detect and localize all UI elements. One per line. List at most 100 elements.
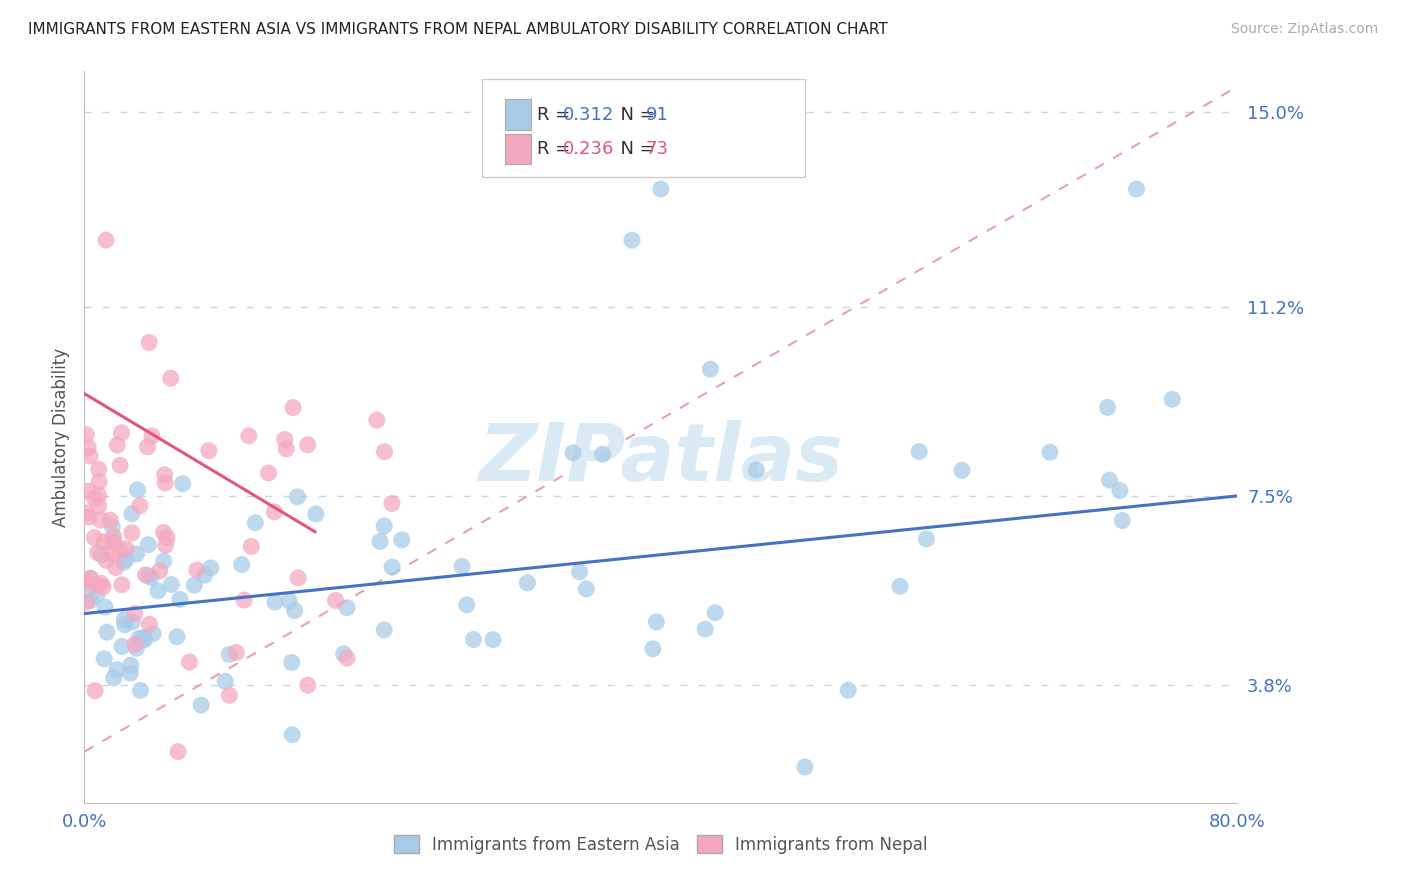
Point [1125,182,1147,196]
Point [124,638,146,652]
Point [1111,514,1133,528]
Text: IMMIGRANTS FROM EASTERN ASIA VS IMMIGRANTS FROM NEPAL AMBULATORY DISABILITY CORR: IMMIGRANTS FROM EASTERN ASIA VS IMMIGRAN… [28,22,887,37]
Point [90,548,112,562]
Point [103,535,125,549]
Point [391,533,413,547]
Point [77,510,100,524]
Point [745,463,768,477]
Point [167,745,190,759]
Point [284,604,307,618]
Point [121,525,143,540]
Point [837,683,859,698]
Point [96,553,118,567]
Point [125,547,148,561]
Point [245,516,267,530]
Point [114,617,136,632]
Point [950,463,973,477]
Point [200,561,222,575]
Point [115,541,138,556]
Text: R =: R = [537,140,576,158]
Point [366,413,388,427]
Point [128,499,150,513]
Point [90,576,112,591]
Point [1109,483,1132,498]
Point [76,582,98,597]
Text: R =: R = [537,105,576,123]
Point [794,760,817,774]
Point [136,440,159,454]
Point [274,433,297,447]
Point [231,558,253,572]
Point [98,513,121,527]
Point [110,425,132,440]
Point [190,698,212,712]
Point [141,429,163,443]
Point [77,441,100,455]
Point [276,442,298,456]
Legend: Immigrants from Eastern Asia, Immigrants from Nepal: Immigrants from Eastern Asia, Immigrants… [388,829,934,860]
Point [87,488,110,502]
Point [193,568,215,582]
Point [138,538,160,552]
Point [141,570,163,584]
Point [160,577,183,591]
Point [77,484,100,499]
Point [79,571,101,585]
Point [93,652,115,666]
Point [75,427,97,442]
Point [120,666,142,681]
Point [134,632,156,647]
Point [129,683,152,698]
Text: 0.236: 0.236 [562,140,614,158]
Point [89,475,111,489]
Point [83,531,105,545]
Point [142,626,165,640]
Point [153,467,176,482]
Point [179,655,201,669]
Point [287,490,309,504]
Point [135,567,157,582]
Point [128,632,150,646]
Point [281,728,304,742]
Point [89,513,111,527]
Point [373,623,395,637]
Point [238,429,260,443]
Point [257,466,280,480]
Point [297,678,319,692]
Point [96,625,118,640]
Point [155,475,177,490]
Point [381,560,404,574]
Point [373,444,395,458]
Point [297,438,319,452]
Point [451,559,474,574]
Point [280,656,302,670]
Point [76,506,98,520]
Point [138,617,160,632]
Point [101,547,124,561]
Point [1039,445,1062,459]
FancyBboxPatch shape [505,134,530,164]
Point [368,534,391,549]
Y-axis label: Ambulatory Disability: Ambulatory Disability [52,348,70,526]
Point [281,401,304,415]
Point [87,546,110,560]
Point [568,565,591,579]
Point [138,335,160,350]
Point [111,578,134,592]
Point [105,438,128,452]
Point [84,683,107,698]
Point [105,663,128,677]
Point [704,606,727,620]
Point [103,530,125,544]
Point [121,507,143,521]
Point [134,630,156,644]
Point [86,588,108,602]
Point [108,458,131,473]
Point [233,593,256,607]
Point [218,688,240,702]
Point [132,632,155,646]
Point [156,531,179,545]
Text: 0.312: 0.312 [562,105,614,123]
Point [94,600,117,615]
Point [152,554,174,568]
